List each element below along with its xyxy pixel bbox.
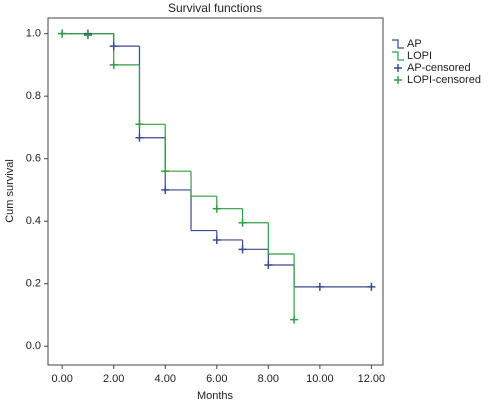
censor-mark (161, 185, 170, 194)
y-tick-label: 0.4 (26, 215, 41, 227)
legend-label: LOPI-censored (407, 74, 481, 86)
censor-mark (367, 282, 376, 291)
x-tick-label: 12.00 (358, 373, 386, 385)
censor-mark (264, 260, 273, 269)
legend-symbol (392, 51, 404, 61)
censor-mark (135, 120, 144, 129)
x-axis-label: Months (197, 390, 234, 402)
censor-mark (161, 167, 170, 176)
legend-symbol (392, 39, 404, 49)
censor-mark (290, 315, 299, 324)
censor-mark (238, 245, 247, 254)
censor-mark (109, 60, 118, 69)
y-tick-label: 0.6 (26, 153, 41, 165)
y-axis-label: Cum survival (4, 159, 16, 223)
censor-mark (238, 218, 247, 227)
censor-mark (83, 31, 92, 40)
censor-mark (109, 42, 118, 51)
x-tick-label: 0.00 (51, 373, 72, 385)
y-tick-label: 0.2 (26, 278, 41, 290)
y-tick-label: 0.0 (26, 340, 41, 352)
censor-mark (135, 133, 144, 142)
y-tick-label: 1.0 (26, 28, 41, 40)
x-tick-label: 4.00 (155, 373, 176, 385)
chart-title: Survival functions (168, 1, 262, 15)
censor-mark (212, 235, 221, 244)
legend-label: LOPI (407, 50, 432, 62)
censor-mark (212, 204, 221, 213)
x-tick-label: 2.00 (103, 373, 124, 385)
plot-frame (47, 17, 384, 366)
x-tick-label: 8.00 (258, 373, 279, 385)
x-tick-label: 6.00 (206, 373, 227, 385)
legend-symbol (394, 76, 402, 84)
x-tick-label: 10.00 (306, 373, 334, 385)
y-tick-label: 0.8 (26, 90, 41, 102)
legend-label: AP (407, 38, 422, 50)
censor-mark (315, 282, 324, 291)
censor-mark (58, 29, 67, 38)
legend-symbol (394, 64, 402, 72)
legend-label: AP-censored (407, 62, 471, 74)
